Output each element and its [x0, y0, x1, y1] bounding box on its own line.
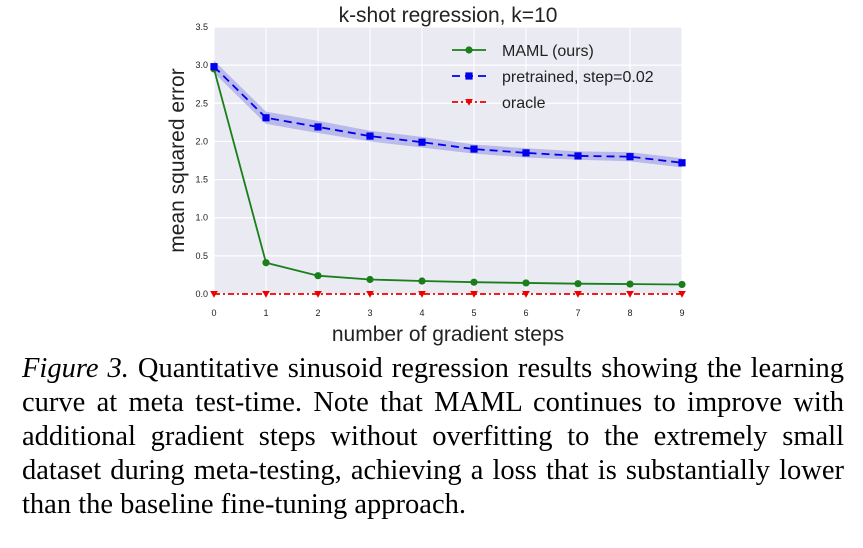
x-axis-label: number of gradient steps: [332, 323, 564, 346]
data-point: [314, 272, 322, 280]
figure-caption: Figure 3. Quantitative sinusoid regressi…: [22, 352, 844, 522]
data-point: [574, 291, 582, 298]
data-point: [262, 291, 270, 298]
y-tick-label: 3.5: [195, 22, 208, 32]
x-tick-label: 2: [315, 308, 320, 318]
data-point: [626, 291, 634, 298]
caption-text: Quantitative sinusoid regression results…: [22, 353, 844, 520]
x-tick-label: 9: [679, 308, 684, 318]
data-point: [574, 280, 582, 288]
data-point: [210, 291, 218, 298]
data-point: [210, 63, 218, 71]
data-point: [262, 114, 270, 122]
data-point: [366, 291, 374, 298]
series-line: [213, 68, 683, 286]
data-point: [314, 291, 322, 298]
legend-marker: [465, 72, 473, 80]
data-point: [262, 259, 270, 267]
data-point: [366, 132, 374, 140]
data-point: [470, 278, 478, 286]
y-tick-label: 2.5: [195, 98, 208, 108]
x-tick-label: 8: [627, 308, 632, 318]
legend-marker: [465, 99, 473, 106]
chart-figure: 0.0 0.5 1.0 1.5 2.0 2.5 3.0 3.5 0 1 2 3 4 5 6 7 8 9 k-shot…: [166, 4, 686, 346]
x-tick-label: 7: [575, 308, 580, 318]
x-tick-label: 6: [523, 308, 528, 318]
data-point: [418, 138, 426, 146]
y-tick-label: 2.0: [195, 136, 208, 146]
data-point: [522, 279, 530, 287]
y-tick-label: 0.5: [195, 251, 208, 261]
data-point: [470, 145, 478, 153]
data-point: [314, 123, 322, 131]
data-point: [366, 275, 374, 284]
y-tick-label: 1.0: [195, 213, 208, 223]
y-tick-label: 3.0: [195, 60, 208, 70]
data-point: [678, 280, 686, 289]
x-tick-label: 0: [211, 308, 216, 318]
legend-entry: pretrained, step=0.02: [502, 69, 654, 86]
data-point: [522, 291, 530, 298]
legend-entry: MAML (ours): [502, 43, 594, 60]
y-axis-label: mean squared error: [166, 68, 189, 252]
x-tick-label: 4: [419, 308, 424, 318]
data-point: [626, 280, 634, 288]
data-point: [522, 149, 530, 157]
data-point: [626, 153, 634, 161]
x-tick-label: 5: [471, 308, 476, 318]
data-point: [470, 291, 478, 298]
data-point: [574, 152, 582, 160]
legend-entry: oracle: [502, 95, 546, 112]
x-tick-label: 1: [263, 308, 268, 318]
learning-curve-chart: 0.0 0.5 1.0 1.5 2.0 2.5 3.0 3.5 0 1 2 3 4 5 6 7 8 9 k-shot…: [166, 4, 686, 346]
legend-marker: [465, 46, 473, 54]
y-tick-label: 1.5: [195, 175, 208, 185]
chart-title: k-shot regression, k=10: [339, 4, 558, 27]
data-point: [678, 159, 686, 167]
x-tick-label: 3: [367, 308, 372, 318]
data-point: [418, 291, 426, 298]
y-tick-label: 0.0: [195, 289, 208, 299]
data-point: [418, 277, 426, 285]
caption-label: Figure 3.: [22, 353, 129, 384]
data-point: [678, 291, 686, 298]
